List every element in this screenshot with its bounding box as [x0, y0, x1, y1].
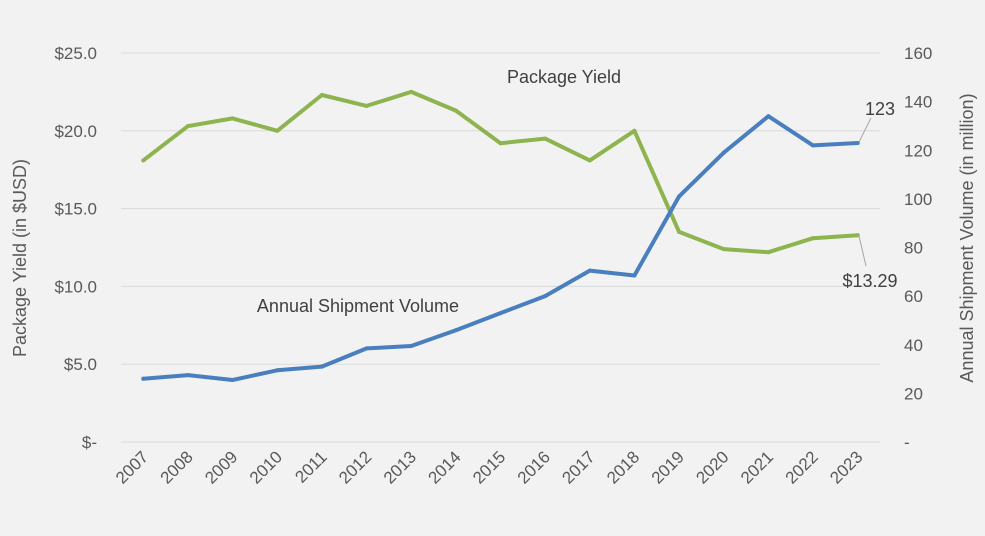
right-tick-label: - — [904, 433, 910, 452]
series-label-package-yield: Package Yield — [507, 67, 621, 87]
data-point-annual-shipment-volume — [364, 346, 369, 351]
x-tick-label: 2012 — [335, 447, 375, 487]
x-tick-label: 2021 — [737, 447, 777, 487]
data-point-package-yield — [453, 108, 458, 113]
x-tick-label: 2016 — [514, 447, 554, 487]
data-point-annual-shipment-volume — [230, 378, 235, 383]
data-point-package-yield — [587, 158, 592, 163]
x-tick-label: 2019 — [648, 447, 688, 487]
left-tick-label: $5.0 — [64, 355, 97, 374]
data-point-package-yield — [141, 158, 146, 163]
data-point-package-yield — [632, 128, 637, 133]
data-point-annual-shipment-volume — [632, 273, 637, 278]
left-axis-title: Package Yield (in $USD) — [10, 159, 30, 357]
right-tick-label: 100 — [904, 190, 932, 209]
data-point-annual-shipment-volume — [409, 343, 414, 348]
data-point-annual-shipment-volume — [319, 364, 324, 369]
data-label-volume-2023: 123 — [865, 99, 895, 119]
x-tick-label: 2015 — [469, 447, 509, 487]
data-point-annual-shipment-volume — [275, 368, 280, 373]
right-axis-ticks: - 20 40 60 80 100 120 140 160 — [904, 44, 932, 452]
leader-line-yield — [858, 235, 867, 267]
x-tick-label: 2020 — [692, 447, 732, 487]
x-tick-label: 2022 — [782, 447, 822, 487]
left-axis-ticks: $- $5.0 $10.0 $15.0 $20.0 $25.0 — [54, 44, 97, 452]
data-point-annual-shipment-volume — [766, 114, 771, 119]
x-tick-label: 2017 — [558, 447, 598, 487]
left-tick-label: $25.0 — [54, 44, 97, 63]
x-tick-label: 2013 — [380, 447, 420, 487]
data-point-package-yield — [185, 124, 190, 129]
left-tick-label: $20.0 — [54, 122, 97, 141]
x-tick-label: 2014 — [424, 447, 464, 487]
data-point-package-yield — [766, 250, 771, 255]
series-lines — [141, 89, 860, 383]
left-tick-label: $10.0 — [54, 277, 97, 296]
x-tick-label: 2007 — [112, 447, 152, 487]
x-axis-ticks: 2007 2008 2009 2010 2011 2012 2013 2014 2015 2016… — [112, 447, 867, 487]
x-tick-label: 2010 — [246, 447, 286, 487]
x-tick-label: 2023 — [826, 447, 866, 487]
x-tick-label: 2009 — [201, 447, 241, 487]
data-point-package-yield — [811, 236, 816, 241]
x-tick-label: 2011 — [291, 447, 330, 486]
left-tick-label: $- — [82, 433, 97, 452]
right-tick-label: 160 — [904, 44, 932, 63]
data-point-annual-shipment-volume — [855, 140, 860, 145]
right-tick-label: 140 — [904, 93, 932, 112]
data-point-package-yield — [543, 136, 548, 141]
right-tick-label: 40 — [904, 336, 923, 355]
data-point-annual-shipment-volume — [185, 373, 190, 378]
right-tick-label: 60 — [904, 287, 923, 306]
data-point-package-yield — [319, 93, 324, 98]
data-point-package-yield — [275, 128, 280, 133]
data-point-annual-shipment-volume — [721, 150, 726, 155]
right-tick-label: 20 — [904, 384, 923, 403]
right-axis-title: Annual Shipment Volume (in million) — [957, 93, 977, 382]
gridlines — [121, 52, 880, 443]
data-point-package-yield — [230, 116, 235, 121]
data-point-annual-shipment-volume — [498, 311, 503, 316]
data-point-package-yield — [721, 247, 726, 252]
leader-line-volume — [858, 117, 872, 143]
data-point-package-yield — [409, 89, 414, 94]
right-tick-label: 120 — [904, 141, 932, 160]
x-tick-label: 2018 — [603, 447, 643, 487]
data-point-annual-shipment-volume — [811, 143, 816, 148]
x-tick-label: 2008 — [157, 447, 197, 487]
data-label-yield-2023: $13.29 — [842, 271, 897, 291]
series-line-annual-shipment-volume — [141, 114, 860, 382]
data-point-package-yield — [364, 103, 369, 108]
data-point-annual-shipment-volume — [587, 268, 592, 273]
data-point-package-yield — [498, 141, 503, 146]
data-point-annual-shipment-volume — [543, 294, 548, 299]
series-label-annual-shipment-volume: Annual Shipment Volume — [257, 296, 459, 316]
data-point-annual-shipment-volume — [677, 194, 682, 199]
right-tick-label: 80 — [904, 239, 923, 258]
data-point-annual-shipment-volume — [453, 328, 458, 333]
data-point-annual-shipment-volume — [141, 376, 146, 381]
series-line-package-yield — [141, 89, 860, 255]
left-tick-label: $15.0 — [54, 200, 97, 219]
data-point-package-yield — [677, 229, 682, 234]
